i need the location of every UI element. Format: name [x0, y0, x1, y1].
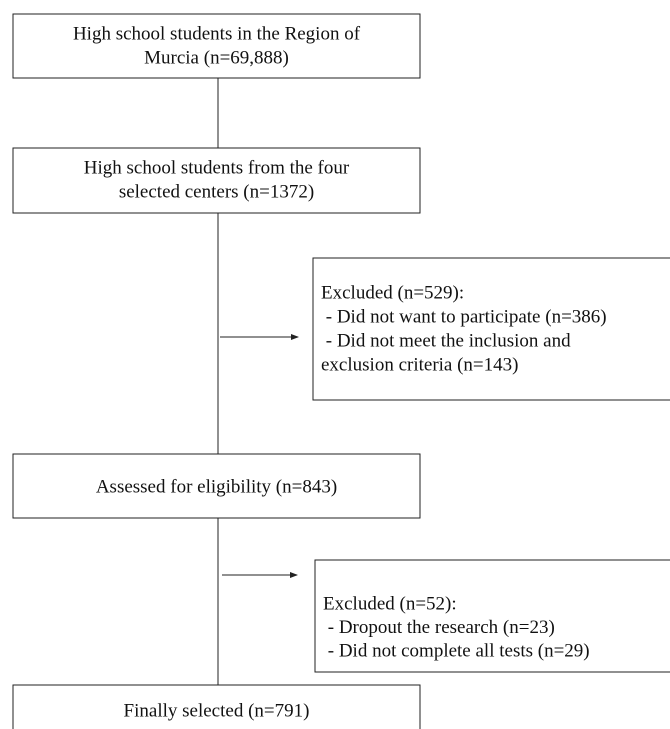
box: [12, 453, 421, 519]
box-text: Assessed for eligibility (n=843): [96, 476, 337, 497]
box-text: exclusion criteria (n=143): [321, 354, 518, 375]
box-text: Finally selected (n=791): [124, 700, 310, 721]
box-text: High school students in the Region of: [73, 23, 361, 44]
box-text: High school students from the four: [84, 157, 350, 178]
box: [314, 559, 670, 673]
box: [12, 147, 421, 214]
box: [312, 257, 670, 401]
box-text: - Dropout the research (n=23): [323, 617, 555, 638]
box-text: Murcia (n=69,888): [144, 47, 289, 68]
box-text: Excluded (n=52):: [323, 593, 457, 614]
box-text: - Did not want to participate (n=386): [321, 306, 607, 327]
box-text: - Did not complete all tests (n=29): [323, 640, 590, 661]
box: [12, 684, 421, 729]
boxes: High school students in the Region of Mur…: [12, 13, 670, 729]
box-text: selected centers (n=1372): [119, 181, 314, 202]
box-text: - Did not meet the inclusion and: [321, 330, 571, 351]
box-text: Excluded (n=529):: [321, 282, 464, 303]
box: [12, 13, 421, 79]
